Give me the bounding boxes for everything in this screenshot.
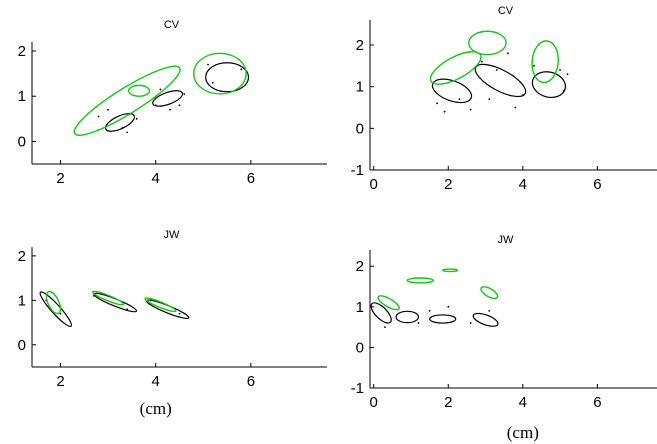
data-point: [443, 110, 446, 113]
subplot-title: JW: [164, 229, 181, 241]
data-point: [59, 312, 62, 315]
data-point: [480, 60, 483, 63]
data-point: [559, 69, 561, 71]
data-point: [97, 115, 100, 118]
black-ellipse: [472, 312, 499, 327]
data-point: [240, 68, 243, 71]
data-point: [183, 93, 186, 95]
green-ellipse: [531, 40, 560, 84]
green-ellipse: [144, 297, 177, 313]
x-tick-label: 2: [56, 170, 64, 187]
data-point: [135, 117, 138, 120]
x-tick-label: 0: [370, 394, 378, 411]
x-tick-label: 6: [247, 373, 255, 390]
y-tick-label: 1: [18, 88, 26, 105]
subplot-3: 2 4 6 0 1 2 JW (cm): [18, 229, 327, 418]
subplot-2: 0 2 4 6 -1 0 1 2 CV: [351, 5, 657, 193]
black-ellipse: [145, 299, 190, 319]
y-tick-label: 1: [18, 292, 26, 309]
data-point: [447, 305, 450, 308]
x-tick-label: 6: [593, 176, 601, 193]
y-tick-label: 0: [356, 339, 364, 356]
subplot-title: CV: [498, 5, 514, 17]
y-tick-label: 2: [356, 37, 364, 54]
data-point: [159, 88, 162, 91]
black-ellipse: [531, 71, 567, 99]
green-ellipse: [73, 65, 181, 136]
green-ellipse: [91, 290, 125, 306]
data-point: [178, 312, 181, 315]
x-tick-label: 2: [444, 394, 452, 411]
green-ellipse: [480, 286, 499, 300]
data-point: [469, 108, 472, 111]
data-point: [488, 98, 491, 101]
data-point: [488, 309, 491, 312]
black-ellipse: [104, 113, 136, 132]
y-tick-label: 2: [18, 248, 26, 265]
green-ellipse: [468, 30, 507, 56]
data-point: [436, 102, 438, 105]
data-point: [495, 69, 498, 71]
black-ellipse: [429, 314, 457, 324]
green-ellipse: [441, 268, 459, 273]
data-point: [107, 108, 110, 111]
y-tick-label: 2: [356, 258, 364, 275]
x-tick-label: 4: [519, 176, 527, 193]
data-point: [207, 63, 209, 66]
data-point: [514, 106, 517, 109]
green-ellipse: [377, 295, 400, 311]
green-ellipse: [193, 52, 247, 95]
x-tick-label: 4: [519, 394, 527, 411]
data-point: [178, 104, 181, 107]
black-ellipse: [152, 90, 184, 107]
x-tick-label: 2: [56, 373, 64, 390]
green-ellipse: [406, 277, 435, 284]
data-point: [384, 326, 386, 329]
data-point: [566, 73, 569, 76]
y-tick-label: 0: [18, 133, 26, 150]
data-point: [533, 64, 535, 67]
subplot-title: CV: [164, 19, 180, 31]
black-ellipse: [395, 310, 420, 324]
y-tick-label: -1: [351, 162, 364, 179]
subplot-title: JW: [498, 234, 515, 246]
data-point: [428, 309, 431, 312]
x-tick-label: 6: [247, 170, 255, 187]
y-tick-label: 2: [18, 43, 26, 60]
data-point: [417, 322, 420, 324]
x-tick-label: 0: [370, 176, 378, 193]
black-ellipse: [39, 291, 73, 328]
data-point: [469, 322, 472, 324]
green-ellipse: [127, 84, 151, 97]
x-tick-label: 4: [152, 373, 160, 390]
data-point: [126, 131, 129, 134]
subplot-4: 0 2 4 6 -1 0 1 2 JW (cm): [351, 234, 657, 442]
x-unit-label: (cm): [140, 399, 172, 418]
green-ellipse: [429, 50, 482, 85]
data-point: [507, 52, 509, 55]
y-tick-label: -1: [351, 380, 364, 397]
black-ellipse: [431, 78, 473, 104]
black-ellipse: [93, 292, 138, 313]
green-ellipse: [45, 290, 62, 315]
data-point: [211, 81, 214, 84]
x-unit-label: (cm): [507, 423, 539, 442]
x-tick-label: 4: [152, 170, 160, 187]
data-point: [458, 98, 461, 101]
black-ellipse: [205, 62, 250, 93]
y-tick-label: 1: [356, 79, 364, 96]
subplot-1: 2 4 6 0 1 2 CV: [18, 19, 327, 187]
black-ellipse: [370, 302, 392, 324]
y-tick-label: 1: [356, 299, 364, 316]
black-ellipse: [474, 63, 527, 98]
data-point: [169, 108, 171, 111]
y-tick-label: 0: [18, 337, 26, 354]
x-tick-label: 2: [444, 176, 452, 193]
y-tick-label: 0: [356, 120, 364, 137]
x-tick-label: 6: [593, 394, 601, 411]
